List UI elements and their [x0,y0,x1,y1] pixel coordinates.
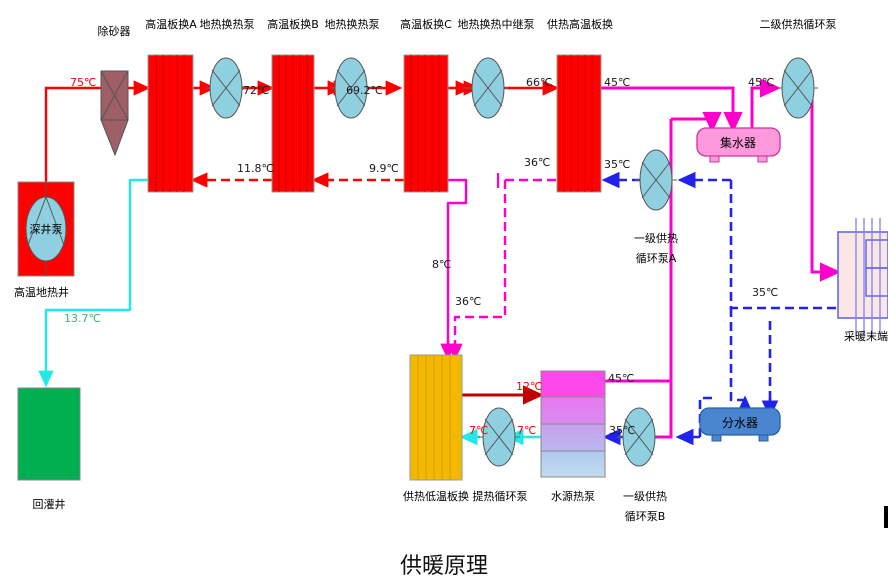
primary-pump-b-label: 一级供热 [623,489,667,503]
temp-36c-low: 36℃ [455,295,481,308]
primary-circulation-pump-a[interactable] [635,149,677,211]
heat-exchanger-c[interactable] [403,54,449,193]
low-hx-label: 供热低温板换 [403,489,469,503]
geothermal-heat-pump-2[interactable] [330,57,372,119]
heat-exchanger-a[interactable] [147,54,194,193]
temp-7c-left: 7℃ [469,424,488,437]
temp-69-2c: 69.2℃ [346,84,383,97]
distributor-tank[interactable]: 分水器 [699,407,781,442]
temp-35c-wshp: 35℃ [609,424,635,437]
lift-circulation-pump[interactable] [478,407,520,467]
reinjection-well-label: 回灌井 [33,497,66,511]
wshp-label: 水源热泵 [551,489,595,503]
lift-pump-label: 提热循环泵 [473,490,528,503]
supply-hx-label: 供热高温板换 [547,17,613,31]
temp-36c-top: 36℃ [524,156,550,169]
collector-label: 集水器 [720,135,756,150]
primary-circulation-pump-b[interactable] [617,407,660,467]
deep-well-pump[interactable]: 深井泵 [17,181,75,277]
temp-45c-supply: 45℃ [604,76,630,89]
temp-45c-wshp: 45℃ [608,372,634,385]
temp-75c: 75℃ [70,76,96,89]
geothermal-relay-pump[interactable] [463,57,508,119]
deep-well-pump-label: 深井泵 [30,222,63,236]
temp-35c-hx: 35℃ [604,158,630,171]
distributor-label: 分水器 [722,416,758,430]
sand-remover-label: 除砂器 [98,24,131,38]
geo-pump-1-label: 地热换热泵 [200,17,255,31]
sand-remover[interactable] [100,70,129,157]
water-source-heat-pump[interactable] [540,370,606,478]
terminal-label: 采暖末端 [844,329,888,343]
geothermal-heat-pump-1[interactable] [206,57,246,119]
temp-9-9c: 9.9℃ [369,162,399,175]
temp-66c: 66℃ [526,76,552,89]
collector-tank[interactable]: 集水器 [696,127,781,163]
primary-pump-b-label2: 循环泵B [625,510,666,523]
temp-11-8c: 11.8℃ [237,162,274,175]
heating-terminal[interactable] [837,218,888,336]
supply-high-temp-hx[interactable] [556,54,602,193]
temp-12c: 12℃ [516,380,542,393]
heat-exchanger-b[interactable] [271,54,315,193]
temp-45c-pump: 45℃ [748,76,774,89]
secondary-supply-magenta [601,78,841,439]
secondary-return-blue [601,171,838,446]
corner-mark [884,506,888,528]
temp-35c-terminal: 35℃ [752,286,778,299]
temp-7c-right: 7℃ [517,424,536,437]
second-stage-circulation-pump[interactable] [778,57,818,119]
magenta-36c-dashed-line [447,173,556,361]
relay-pump-label: 地热换热中继泵 [458,17,535,31]
second-pump-label: 二级供热循环泵 [760,17,837,31]
temp-72c: 72℃ [243,84,269,97]
temp-8c: 8℃ [432,258,451,271]
geo-well-label: 高温地热井 [14,285,69,299]
temp-13-7c: 13.7℃ [64,312,101,325]
low-temp-heat-exchanger[interactable] [409,354,463,481]
hx-a-label: 高温板换A [145,17,197,31]
hx-c-label: 高温板换C [400,17,452,31]
page-title: 供暖原理 [399,554,488,579]
reinjection-line [38,178,148,388]
primary-pump-a-label2: 循环泵A [636,252,677,265]
hx-b-label: 高温板换B [267,17,319,31]
geo-pump-2-label: 地热换热泵 [325,17,380,31]
primary-pump-a-label: 一级供热 [634,231,678,245]
reinjection-well [17,387,81,481]
